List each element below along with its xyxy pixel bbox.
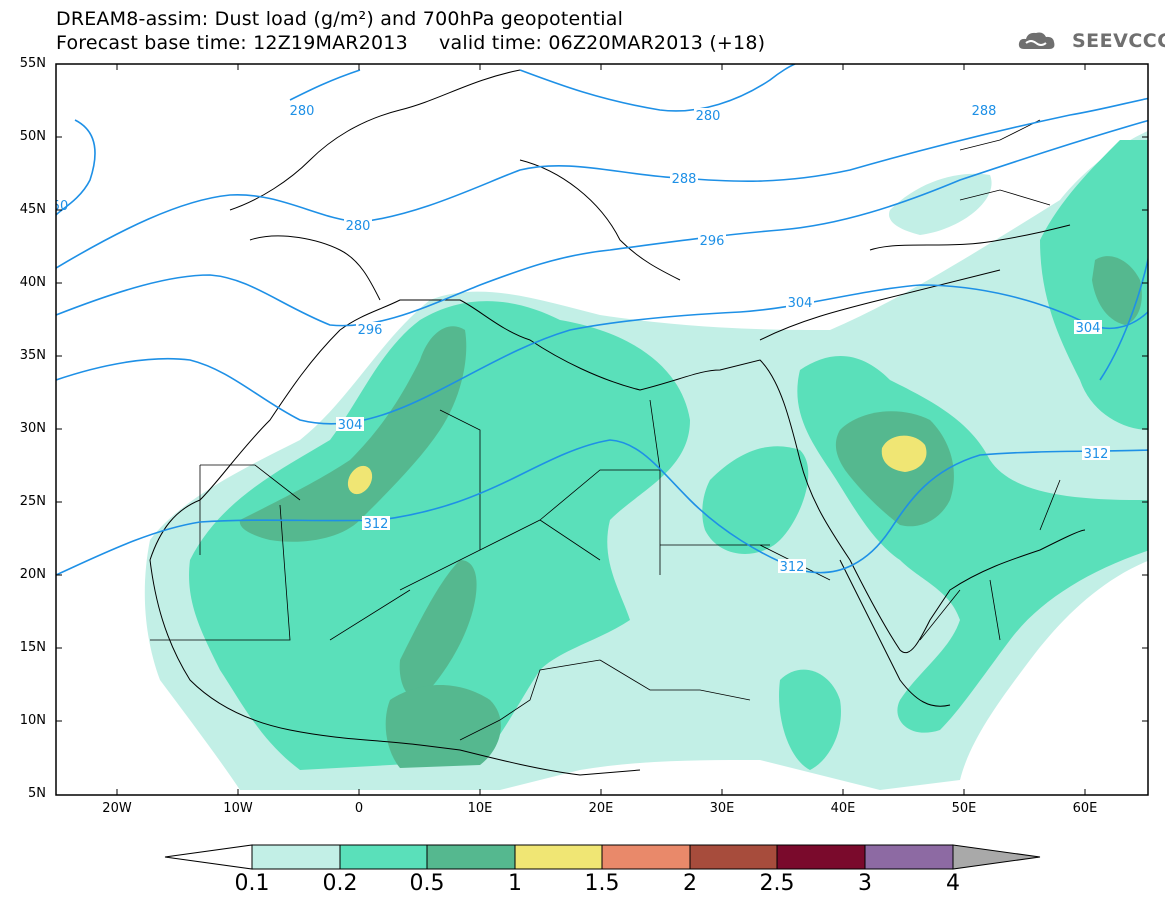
colorbar-bin [776,844,866,870]
colorbar-bin [864,844,954,870]
colorbar-bin [426,844,516,870]
colorbar-label: 0.2 [322,871,358,896]
contour-label: 50 [52,199,69,214]
lat-label: 35N [19,348,46,363]
colorbar-label: 0.1 [234,871,270,896]
lon-label: 20W [102,801,132,816]
contour-label: 288 [972,104,997,119]
colorbar-bin [251,844,341,870]
lon-label: 60E [1072,801,1098,816]
colorbar-over-triangle [952,844,1041,870]
cloud-logo-icon [1018,32,1055,49]
lat-label: 10N [19,713,46,728]
lon-label: 50E [951,801,977,816]
lat-label: 5N [28,786,46,801]
contour-label: 280 [290,104,315,119]
lat-label: 20N [19,567,46,582]
lat-label: 40N [19,275,46,290]
colorbar-label: 1.5 [584,871,620,896]
contour-label: 288 [672,172,697,187]
colorbar-bin [689,844,778,870]
contour-label: 312 [780,560,805,575]
colorbar-label: 0.5 [409,871,445,896]
colorbar-under-triangle [164,844,253,870]
lat-label: 45N [19,202,46,217]
contour-label: 304 [338,418,363,433]
colorbar-label: 4 [946,871,960,896]
lon-label: 10W [223,801,253,816]
dust-field-peak [347,435,927,495]
contour-label: 280 [696,109,721,124]
lon-label: 10E [467,801,493,816]
logo-text: SEEVCCC [1072,30,1165,52]
coastlines [149,69,1086,776]
colorbar-bin [601,844,691,870]
contour-label: 304 [1076,321,1101,336]
contour-label: 296 [700,234,725,249]
lat-label: 50N [19,129,46,144]
contour-label: 312 [364,517,389,532]
contour-label: 312 [1084,447,1109,462]
colorbar-label: 3 [858,871,872,896]
lon-label: 40E [830,801,856,816]
colorbar-label: 1 [508,871,522,896]
colorbar-bin [339,844,428,870]
lat-label: 25N [19,494,46,509]
geopotential-contours [56,64,1148,576]
colorbar-label: 2 [683,871,697,896]
colorbar-label: 2.5 [759,871,795,896]
contour-label: 296 [358,323,383,338]
lat-label: 30N [19,421,46,436]
contour-labels: 280 280 288 280 288 296 296 304 304 304 … [52,103,1110,575]
lon-label: 20E [588,801,614,816]
axis-ticks [56,63,1148,795]
colorbar-bin [514,844,603,870]
map-title: DREAM8-assim: Dust load (g/m²) and 700hP… [56,8,624,30]
contour-label: 304 [788,296,813,311]
contour-label: 280 [346,219,371,234]
political-borders [150,119,1061,741]
colorbar [164,844,1041,870]
lat-label: 15N [19,640,46,655]
lon-label: 0 [354,801,364,816]
lat-label: 55N [19,56,46,71]
forecast-time-line: Forecast base time: 12Z19MAR2013 valid t… [56,32,766,54]
lon-label: 30E [709,801,735,816]
